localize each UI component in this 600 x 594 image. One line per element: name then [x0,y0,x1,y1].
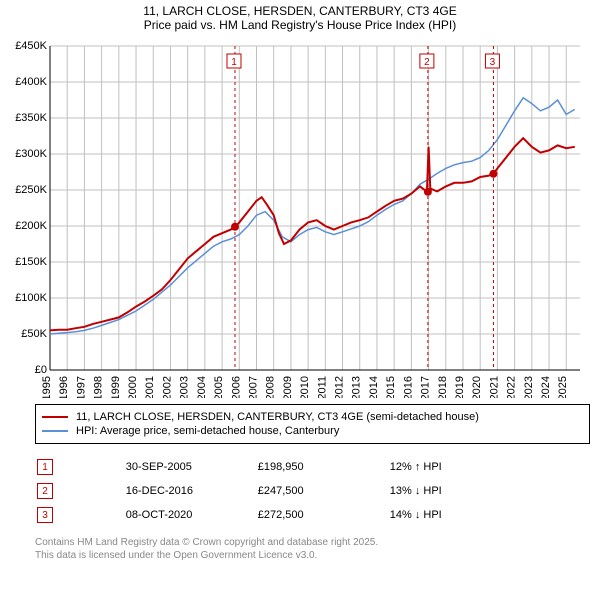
y-tick-label: £150K [15,256,47,268]
marker-row-delta: 12% ↑ HPI [390,456,588,478]
marker-row-badge: 2 [37,483,53,499]
x-tick-label: 2012 [334,376,346,398]
marker-badge-number: 2 [424,57,430,68]
y-tick-label: £450K [15,40,47,52]
x-tick-label: 2022 [506,376,518,398]
footnote: Contains HM Land Registry data © Crown c… [35,536,590,562]
marker-row-date: 30-SEP-2005 [126,456,256,478]
legend-label: 11, LARCH CLOSE, HERSDEN, CANTERBURY, CT… [76,411,479,423]
y-tick-label: £200K [15,220,47,232]
x-tick-label: 2008 [265,376,277,398]
x-tick-label: 2010 [299,376,311,398]
x-tick-label: 2020 [471,376,483,398]
chart-title-line2: Price paid vs. HM Land Registry's House … [0,18,600,32]
y-tick-label: £400K [15,76,47,88]
marker-row-price: £247,500 [258,480,388,502]
x-tick-label: 2001 [144,376,156,398]
x-tick-label: 2015 [385,376,397,398]
y-tick-label: £50K [21,328,47,340]
x-tick-label: 2007 [247,376,259,398]
y-tick-label: £300K [15,148,47,160]
markers-table: 1 30-SEP-2005£198,95012% ↑ HPI 2 16-DEC-201… [35,454,590,528]
legend-row: 11, LARCH CLOSE, HERSDEN, CANTERBURY, CT… [42,411,583,423]
x-tick-label: 2024 [540,376,552,398]
chart-svg: £0 £50K £100K £150K £200K £250K £300K £350K £400… [10,38,590,398]
marker-dot [231,223,239,231]
x-tick-label: 2021 [488,376,500,398]
x-tick-label: 2014 [368,376,380,398]
x-tick-label: 2025 [557,376,569,398]
x-tick-label: 2003 [179,376,191,398]
chart-area: £0 £50K £100K £150K £200K £250K £300K £350K £400… [10,38,590,398]
marker-row-price: £198,950 [258,456,388,478]
marker-dot [489,170,497,178]
marker-row-badge: 3 [37,507,53,523]
y-tick-label: £100K [15,292,47,304]
x-tick-label: 2000 [127,376,139,398]
x-tick-label: 2016 [402,376,414,398]
marker-row: 3 08-OCT-2020£272,50014% ↓ HPI [37,504,588,526]
marker-row: 1 30-SEP-2005£198,95012% ↑ HPI [37,456,588,478]
x-tick-label: 1999 [110,376,122,398]
x-tick-label: 2023 [523,376,535,398]
marker-row: 2 16-DEC-2016£247,50013% ↓ HPI [37,480,588,502]
chart-title-line1: 11, LARCH CLOSE, HERSDEN, CANTERBURY, CT… [0,4,600,18]
legend-swatch [42,416,68,418]
marker-dot [424,188,432,196]
legend-swatch [42,430,68,432]
legend-box: 11, LARCH CLOSE, HERSDEN, CANTERBURY, CT… [35,404,590,444]
x-tick-label: 2017 [420,376,432,398]
marker-row-price: £272,500 [258,504,388,526]
marker-badge-number: 1 [231,57,237,68]
y-tick-label: £0 [35,364,47,376]
marker-row-delta: 13% ↓ HPI [390,480,588,502]
marker-row-badge: 1 [37,459,53,475]
x-tick-label: 2006 [230,376,242,398]
marker-row-date: 08-OCT-2020 [126,504,256,526]
footnote-line1: Contains HM Land Registry data © Crown c… [35,536,590,549]
x-tick-label: 1998 [93,376,105,398]
x-tick-label: 2013 [351,376,363,398]
x-tick-label: 1996 [58,376,70,398]
marker-badge-number: 3 [490,57,496,68]
marker-row-delta: 14% ↓ HPI [390,504,588,526]
legend-label: HPI: Average price, semi-detached house,… [76,425,339,437]
x-tick-label: 2009 [282,376,294,398]
x-tick-label: 2004 [196,376,208,398]
footnote-line2: This data is licensed under the Open Gov… [35,549,590,562]
marker-row-date: 16-DEC-2016 [126,480,256,502]
y-tick-label: £350K [15,112,47,124]
x-tick-label: 2019 [454,376,466,398]
y-tick-label: £250K [15,184,47,196]
x-tick-label: 1997 [75,376,87,398]
x-tick-label: 2011 [316,376,328,398]
x-tick-label: 2005 [213,376,225,398]
x-tick-label: 2002 [161,376,173,398]
x-tick-label: 2018 [437,376,449,398]
x-tick-label: 1995 [41,376,53,398]
legend-row: HPI: Average price, semi-detached house,… [42,425,583,437]
